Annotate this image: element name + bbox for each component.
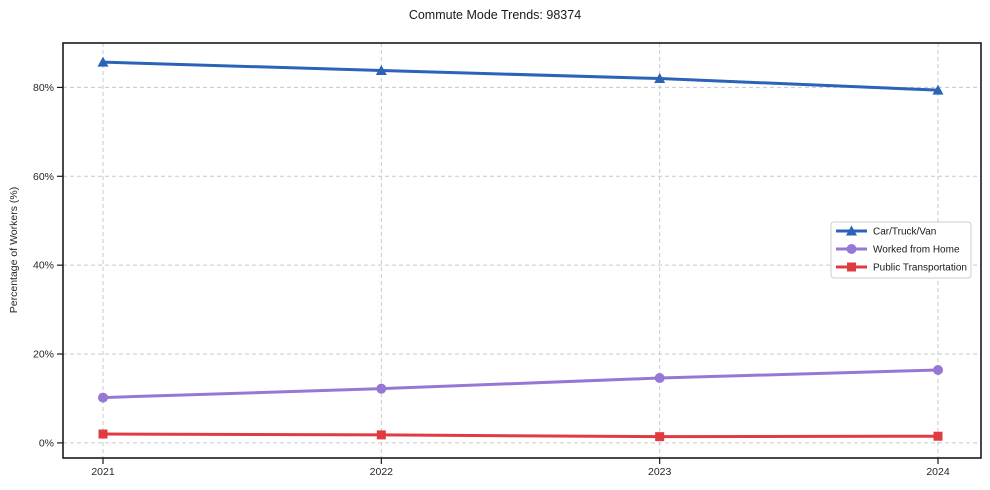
marker-circle [376, 383, 387, 394]
marker-triangle [932, 84, 944, 95]
marker-circle [98, 392, 108, 403]
marker-circle [933, 365, 943, 376]
legend-item: Public Transportation [836, 262, 967, 274]
marker-triangle [654, 73, 666, 84]
y-tick-label: 80% [33, 82, 54, 94]
plot-border [62, 42, 982, 459]
chart-title: Commute Mode Trends: 98374 [408, 8, 582, 22]
legend-item: Worked from Home [836, 244, 960, 256]
marker-square [376, 430, 386, 440]
marker-square [98, 429, 108, 439]
marker-triangle [375, 65, 387, 76]
marker-square [847, 262, 856, 272]
y-tick-label: 40% [33, 260, 54, 272]
y-tick-label: 20% [33, 349, 54, 361]
marker-square [933, 431, 943, 441]
marker-square [655, 432, 665, 442]
legend-label: Worked from Home [873, 245, 960, 256]
legend-label: Car/Truck/Van [873, 227, 936, 238]
marker-triangle [846, 225, 857, 236]
series-line-worked-from-home [101, 368, 940, 400]
legend-box [830, 221, 972, 279]
x-tick-label: 2024 [926, 466, 950, 478]
series-line-public-transportation [101, 432, 940, 439]
legend-item: Car/Truck/Van [836, 225, 936, 238]
marker-triangle [97, 56, 109, 67]
x-tick-label: 2022 [370, 466, 394, 478]
x-tick-label: 2023 [648, 466, 672, 478]
y-tick-label: 60% [33, 171, 54, 183]
marker-circle [654, 373, 665, 384]
x-tick-label: 2021 [91, 466, 115, 478]
legend-label: Public Transportation [873, 263, 967, 274]
y-tick-label: 0% [39, 437, 54, 449]
marker-circle [846, 244, 857, 254]
series-line-car-truck-van [101, 60, 940, 92]
